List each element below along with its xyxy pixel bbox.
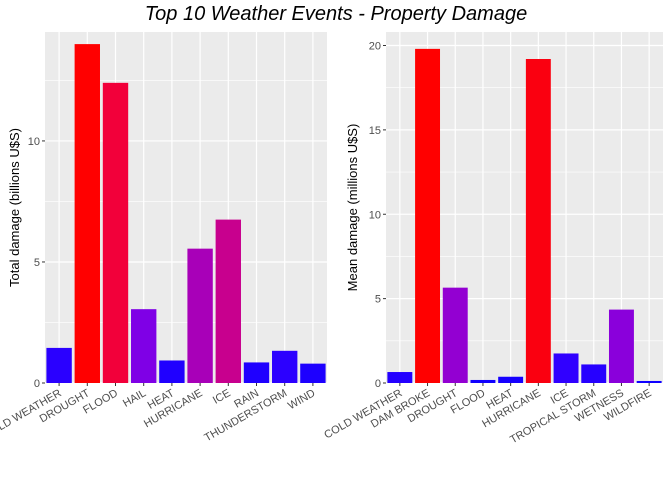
y-tick-label: 0: [375, 378, 381, 390]
bar-dam-broke: [415, 48, 441, 383]
bar-hail: [131, 309, 157, 383]
y-tick-label: 0: [34, 378, 40, 390]
bar-hurricane: [525, 59, 551, 383]
bar-ice: [215, 219, 241, 383]
bar-cold-weather: [387, 372, 413, 383]
y-tick-label: 5: [375, 294, 381, 306]
chart-title: Top 10 Weather Events - Property Damage: [144, 3, 528, 25]
y-tick-label: 10: [28, 136, 40, 148]
y-axis-title: Total damage (billions U$S): [7, 128, 22, 287]
x-tick-label: ICE: [211, 387, 233, 407]
bar-flood: [102, 82, 129, 384]
bar-cold-weather: [46, 347, 72, 383]
bar-heat: [159, 360, 185, 383]
bar-wetness: [608, 309, 634, 383]
y-tick-label: 20: [369, 41, 381, 53]
y-axis-title: Mean damage (millions U$S): [345, 124, 360, 292]
bar-ice: [553, 353, 579, 383]
bar-drought: [74, 44, 100, 383]
y-tick-label: 15: [369, 125, 381, 137]
bar-thunderstorm: [272, 350, 298, 383]
bar-rain: [243, 362, 270, 383]
y-tick-label: 10: [369, 209, 381, 221]
x-tick-label: HAIL: [121, 387, 148, 410]
bar-heat: [498, 376, 524, 383]
x-tick-label: WIND: [286, 387, 317, 412]
y-tick-label: 5: [34, 257, 40, 269]
bar-wind: [300, 363, 326, 383]
bar-hurricane: [187, 248, 213, 383]
bar-wildfire: [636, 380, 662, 383]
bar-drought: [442, 287, 468, 383]
bar-tropical-storm: [581, 364, 607, 383]
bar-flood: [470, 379, 496, 383]
